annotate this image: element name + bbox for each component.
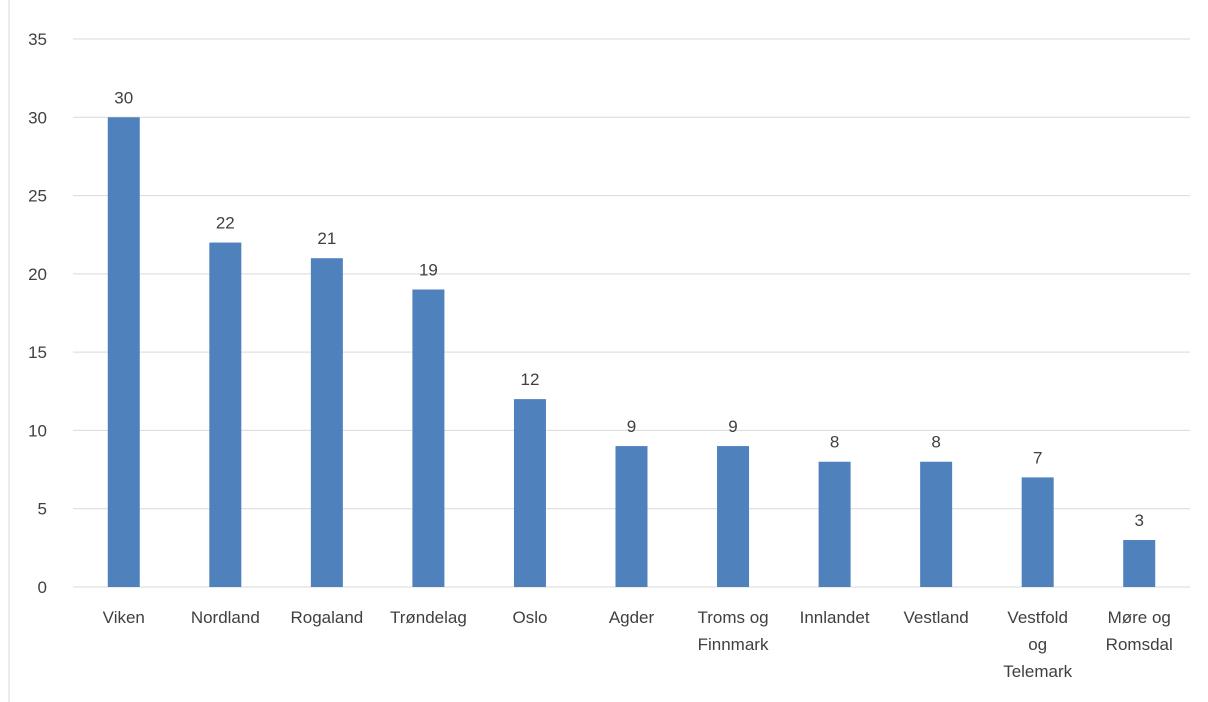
y-tick-label: 10 [28,421,47,440]
y-tick-label: 30 [28,108,47,127]
x-category-label: Vestfold og Telemark [1003,608,1072,681]
bar [107,117,140,588]
data-label: 21 [317,229,336,248]
data-label: 7 [1033,448,1042,467]
bar [513,399,546,587]
x-category-label: Trøndelag [390,608,467,627]
bars [107,117,1156,588]
x-category-label-line: og [1028,635,1047,654]
y-tick-label: 15 [28,343,47,362]
bar [1021,477,1054,587]
x-category-label: Innlandet [800,608,870,627]
x-category-label-line: Romsdal [1106,635,1173,654]
gridlines [73,38,1190,588]
bar [717,446,750,587]
x-axis-category-labels: Viken Nordland Rogaland Trøndelag Oslo Agder T… [103,608,1173,681]
x-category-label-line: Troms og [697,608,768,627]
y-axis-tick-labels: 0 5 10 15 20 25 30 35 [28,30,47,597]
bar [920,461,953,587]
data-label: 9 [728,417,737,436]
data-label: 19 [419,261,438,280]
x-category-label-line: Nordland [191,608,260,627]
bar [615,446,648,587]
data-label: 12 [520,370,539,389]
x-category-label: Troms og Finnmark [697,608,769,654]
x-category-label-line: Trøndelag [390,608,467,627]
x-category-label-line: Vestfold [1007,608,1068,627]
x-category-label-line: Agder [609,608,655,627]
y-tick-label: 0 [38,578,47,597]
y-tick-label: 35 [28,30,47,49]
data-label: 3 [1134,511,1143,530]
data-label: 9 [627,417,636,436]
data-labels: 30 22 21 19 12 9 9 8 8 7 3 [114,88,1144,530]
x-category-label-line: Oslo [512,608,547,627]
data-label: 22 [216,214,235,233]
x-category-label: Møre og Romsdal [1106,608,1173,654]
x-category-label-line: Finnmark [698,635,769,654]
y-tick-label: 5 [38,500,47,519]
bar [412,289,445,587]
bar [209,242,242,588]
x-category-label: Rogaland [290,608,363,627]
data-label: 8 [931,433,940,452]
x-category-label: Vestland [904,608,969,627]
bar [310,258,343,587]
x-category-label-line: Viken [103,608,145,627]
data-label: 8 [830,433,839,452]
x-category-label: Viken [103,608,145,627]
bar [1123,540,1156,587]
x-category-label-line: Vestland [904,608,969,627]
x-category-label-line: Telemark [1003,662,1072,681]
data-label: 30 [114,88,133,107]
x-category-label: Nordland [191,608,260,627]
x-category-label: Agder [609,608,655,627]
y-tick-label: 25 [28,187,47,206]
x-category-label: Oslo [512,608,547,627]
x-category-label-line: Innlandet [800,608,870,627]
bar [818,461,851,587]
x-category-label-line: Rogaland [290,608,363,627]
y-tick-label: 20 [28,265,47,284]
x-category-label-line: Møre og [1108,608,1171,627]
